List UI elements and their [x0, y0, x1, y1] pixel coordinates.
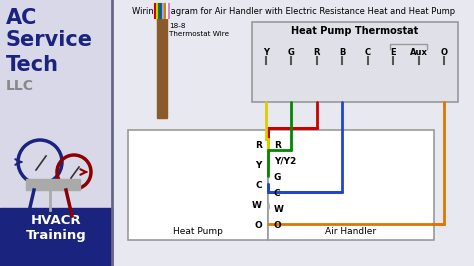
Text: Heat Pump: Heat Pump — [173, 227, 223, 236]
Text: Air Handler: Air Handler — [326, 227, 376, 236]
Text: C: C — [255, 181, 262, 189]
Bar — [0, 0, 112, 266]
Bar — [157, 18, 167, 118]
Bar — [128, 130, 268, 240]
Bar — [26, 179, 80, 190]
Text: B: B — [339, 48, 346, 57]
Text: G: G — [274, 172, 282, 181]
Text: Y/Y2: Y/Y2 — [274, 156, 296, 165]
Text: Aux: Aux — [410, 48, 428, 57]
Text: Y: Y — [255, 160, 262, 169]
Text: Y: Y — [263, 48, 269, 57]
Text: 18-8
Thermostat Wire: 18-8 Thermostat Wire — [169, 23, 229, 36]
Text: Service: Service — [6, 30, 93, 50]
Text: LLC: LLC — [6, 79, 34, 93]
Bar — [252, 22, 458, 102]
Text: R: R — [274, 140, 281, 149]
Text: G: G — [288, 48, 295, 57]
Text: W: W — [252, 201, 262, 210]
Text: O: O — [254, 221, 262, 230]
Text: AC: AC — [6, 8, 37, 28]
Bar — [0, 208, 112, 266]
Bar — [268, 130, 434, 240]
Text: R: R — [255, 140, 262, 149]
Text: E: E — [390, 48, 396, 57]
Text: O: O — [274, 221, 282, 230]
Text: Wiring Diagram for Air Handler with Electric Resistance Heat and Heat Pump: Wiring Diagram for Air Handler with Elec… — [132, 7, 455, 16]
Text: Tech: Tech — [6, 55, 59, 75]
Bar — [113, 0, 474, 266]
Text: R: R — [314, 48, 320, 57]
Text: C: C — [274, 189, 281, 197]
Text: Heat Pump Thermostat: Heat Pump Thermostat — [292, 26, 419, 36]
Text: C: C — [365, 48, 371, 57]
Text: O: O — [440, 48, 447, 57]
Text: HVACR
Training: HVACR Training — [26, 214, 86, 242]
Text: W: W — [274, 205, 284, 214]
